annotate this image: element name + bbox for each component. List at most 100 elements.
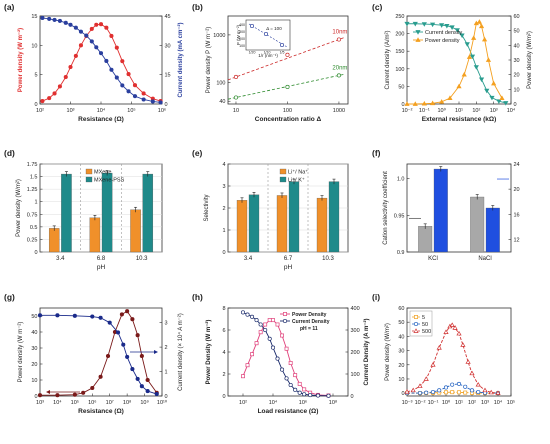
legend-label: Li⁺/ Na⁺ <box>288 169 308 176</box>
y-tick-label: 100 <box>395 67 404 73</box>
x-tick-label: 10⁵ <box>127 107 135 114</box>
x-axis-label: Load resistance (Ω) <box>258 408 319 415</box>
x-tick-label: 10² <box>36 108 44 114</box>
legend-label: Li⁺/ K⁺ <box>288 177 305 184</box>
data-point <box>452 325 458 330</box>
y2-tick-label: 300 <box>351 328 360 334</box>
y-tick-label: 10 <box>31 378 37 384</box>
data-point <box>119 312 124 317</box>
y-tick-label: 0 <box>34 102 37 108</box>
data-point <box>98 51 104 56</box>
data-point <box>469 388 475 393</box>
y2-tick-label: 16 <box>514 212 520 218</box>
data-point <box>63 74 68 80</box>
y-tick-label: 1000 <box>213 33 225 39</box>
x-tick-label: 10⁹ <box>140 399 148 406</box>
inset-x-tick: 1/20 <box>249 51 256 55</box>
data-point <box>465 359 471 364</box>
data-point <box>258 322 263 327</box>
chart-e: 3.4 6.7 10.3 0 1 2 3 4 pH Selectivity Li⁺/ Na⁺Li⁺/… <box>204 162 349 271</box>
data-point <box>150 99 155 104</box>
data-point <box>430 100 436 106</box>
plot-frame <box>406 163 512 253</box>
y-tick-label: 40 <box>219 99 225 105</box>
y2-tick-label: 30 <box>165 43 171 49</box>
right-arrow-head <box>154 350 158 354</box>
data-point <box>288 382 293 388</box>
legend-marker <box>415 37 421 42</box>
data-point <box>37 313 43 318</box>
data-point <box>109 67 114 72</box>
y-tick-label: 1.5 <box>30 175 38 181</box>
y-tick-label: 0 <box>222 250 225 256</box>
series-line <box>42 23 161 102</box>
y-axis-label: Cation selectivity coefficient <box>383 171 389 245</box>
y2-tick-label: 20 <box>514 187 520 193</box>
data-point <box>98 374 103 379</box>
data-point <box>258 330 263 335</box>
x-tick-label: 10.3 <box>136 256 148 262</box>
y2-tick-label: 40 <box>514 43 520 49</box>
y-tick-label: 1 <box>34 200 37 206</box>
legend: MXene MXene-PSS <box>85 168 125 184</box>
series-power-density <box>404 19 505 106</box>
data-point <box>104 25 109 30</box>
data-point <box>476 389 481 395</box>
legend-label: MXene-PSS <box>94 178 125 184</box>
y2-tick-label: 0 <box>165 102 168 108</box>
data-point <box>404 389 410 394</box>
x-tick-label: 10⁻¹ <box>419 108 430 114</box>
x-tick-label: 3.4 <box>56 256 65 262</box>
legend-marker <box>283 312 287 316</box>
data-point <box>412 21 418 27</box>
data-point <box>254 318 259 323</box>
y-axis-label: Power density (W m⁻²) <box>18 322 24 383</box>
x-tick-label: 10⁸ <box>123 399 131 406</box>
data-point <box>104 58 109 64</box>
x-tick-label: 10⁴ <box>494 399 503 406</box>
data-point <box>439 23 445 28</box>
x-tick-label: 10⁴ <box>97 107 106 114</box>
data-point <box>68 22 73 27</box>
data-point <box>81 390 86 395</box>
series-power-density <box>241 318 331 398</box>
x-tick-label: 10¹⁰ <box>157 399 168 406</box>
data-point <box>491 80 497 86</box>
data-point <box>275 356 280 361</box>
data-point <box>449 322 455 327</box>
series-500 <box>404 322 501 395</box>
x-tick-label: 10⁶ <box>158 107 166 114</box>
x-tick-label: NaCl <box>478 256 491 262</box>
x-tick-label: 10.3 <box>322 256 334 262</box>
data-point <box>469 54 476 60</box>
data-point <box>454 28 460 33</box>
data-point <box>439 99 445 104</box>
legend-marker <box>413 321 419 327</box>
y-tick-label: 30 <box>398 349 404 355</box>
data-point <box>249 314 255 319</box>
data-point <box>63 20 68 25</box>
x-tick-label: 3.4 <box>244 256 253 262</box>
x-tick-label: 10¹ <box>455 400 463 406</box>
data-point <box>145 377 150 383</box>
data-point <box>478 23 485 29</box>
x-tick-label: KCl <box>428 256 438 262</box>
inset: Δ = 100 1/r (nm⁻¹) P (W m⁻²) 1/20 1/10 1/5 100… <box>236 19 291 58</box>
data-point <box>436 345 442 350</box>
data-point <box>40 99 45 104</box>
series-1 <box>37 313 159 397</box>
x-tick-label: 10² <box>472 108 480 114</box>
data-point <box>279 367 285 372</box>
data-point <box>135 376 140 381</box>
data-point <box>456 381 462 386</box>
y-tick-label: 0.25 <box>27 237 38 243</box>
data-point <box>98 315 103 320</box>
inset-trend <box>248 23 288 48</box>
panel-label-e: (e) <box>192 148 203 158</box>
y-tick-label: 0 <box>222 394 225 400</box>
legend-swatch <box>85 176 93 183</box>
y2-tick-label: 12 <box>514 237 520 243</box>
y2-tick-label: 15 <box>165 73 171 79</box>
